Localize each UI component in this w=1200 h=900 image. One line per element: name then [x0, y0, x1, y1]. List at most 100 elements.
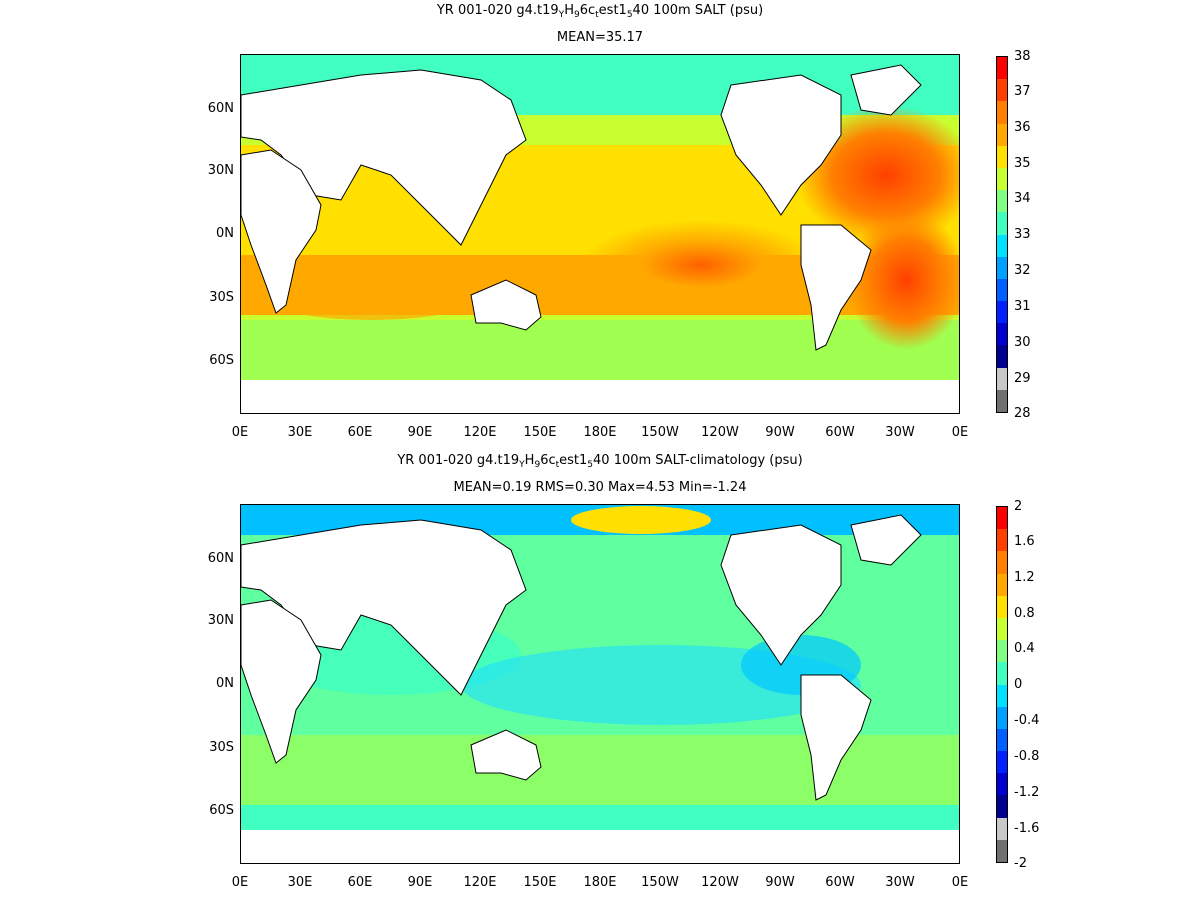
colorbar-segment [997, 190, 1007, 213]
lon-label: 90W [765, 875, 795, 890]
lon-label: 30E [287, 875, 313, 890]
colorbar-label: 0 [1014, 677, 1023, 692]
colorbar-label: 31 [1014, 299, 1031, 314]
lon-label: 30W [885, 425, 915, 440]
colorbar-label: 35 [1014, 156, 1031, 171]
lon-label: 30W [885, 875, 915, 890]
colorbar-segment [997, 234, 1007, 257]
colorbar-label: 36 [1014, 120, 1031, 135]
lon-label: 60E [347, 875, 373, 890]
colorbar-label: 29 [1014, 371, 1031, 386]
lon-label: 60E [347, 425, 373, 440]
colorbar-label: 34 [1014, 191, 1031, 206]
colorbar-label: 37 [1014, 84, 1031, 99]
colorbar-label: 0.8 [1014, 606, 1035, 621]
lon-label: 90W [765, 425, 795, 440]
lat-label: 30S [209, 290, 234, 305]
colorbar-segment [997, 507, 1007, 530]
colorbar-segment [997, 167, 1007, 191]
colorbar-label: 33 [1014, 227, 1031, 242]
colorbar-segment [997, 79, 1007, 102]
colorbar [996, 506, 1008, 863]
colorbar-segment [997, 256, 1007, 279]
lat-label: 60N [207, 101, 234, 116]
lat-label: 0N [216, 226, 234, 241]
colorbar-segment [997, 278, 1007, 302]
colorbar-label: 38 [1014, 49, 1031, 64]
lon-label: 0E [951, 875, 969, 890]
colorbar-label: 30 [1014, 335, 1031, 350]
lon-label: 30E [287, 425, 313, 440]
anomaly-map [240, 504, 960, 864]
lon-label: 90E [407, 425, 433, 440]
salinity-panel: YR 001-020 g4.t19YH96ctest1540 100m SALT… [207, 3, 1031, 440]
colorbar-segment [997, 706, 1007, 729]
lon-label: 120E [463, 425, 497, 440]
colorbar-segment [997, 662, 1007, 685]
lat-label: 30N [207, 613, 234, 628]
colorbar-segment [997, 345, 1007, 368]
colorbar-segment [997, 617, 1007, 641]
colorbar-label: 1.6 [1014, 534, 1035, 549]
lon-label: 120W [701, 875, 739, 890]
lat-label: 60S [209, 353, 234, 368]
salinity-anomaly-panel: YR 001-020 g4.t19YH96ctest1540 100m SALT… [0, 450, 1200, 900]
colorbar-segment [997, 389, 1007, 412]
lat-label: 0N [216, 676, 234, 691]
lon-label: 120E [463, 875, 497, 890]
colorbar-segment [997, 595, 1007, 618]
lon-label: 180E [583, 425, 617, 440]
colorbar-segment [997, 323, 1007, 346]
colorbar-segment [997, 795, 1007, 818]
colorbar-segment [997, 551, 1007, 574]
panel-stats: MEAN=35.17 [556, 30, 644, 45]
colorbar-segment [997, 145, 1007, 168]
lat-label: 30S [209, 740, 234, 755]
colorbar [996, 56, 1008, 413]
colorbar-segment [997, 123, 1007, 146]
lon-label: 150W [641, 425, 679, 440]
lat-label: 60N [207, 551, 234, 566]
lon-label: 90E [407, 875, 433, 890]
lon-label: 150E [523, 425, 557, 440]
lon-label: 180E [583, 875, 617, 890]
colorbar-label: -2 [1014, 856, 1027, 871]
lon-label: 0E [951, 425, 969, 440]
colorbar-label: -0.4 [1014, 713, 1040, 728]
lon-label: 0E [231, 875, 249, 890]
salinity-map [240, 54, 960, 414]
lat-label: 60S [209, 803, 234, 818]
lat-label: 30N [207, 163, 234, 178]
lon-label: 150E [523, 875, 557, 890]
colorbar-segment [997, 212, 1007, 235]
colorbar-segment [997, 684, 1007, 707]
lon-label: 120W [701, 425, 739, 440]
colorbar-segment [997, 101, 1007, 124]
colorbar-segment [997, 57, 1007, 80]
colorbar-label: 32 [1014, 263, 1031, 278]
lon-label: 60W [825, 425, 855, 440]
colorbar-label: 0.4 [1014, 641, 1035, 656]
panel-title: YR 001-020 g4.t19YH96ctest1540 100m SALT… [397, 453, 803, 470]
colorbar-segment [997, 640, 1007, 663]
colorbar-segment [997, 728, 1007, 752]
colorbar-label: -0.8 [1014, 749, 1040, 764]
lon-label: 60W [825, 875, 855, 890]
colorbar-label: 2 [1014, 499, 1023, 514]
colorbar-label: -1.6 [1014, 821, 1040, 836]
colorbar-segment [997, 301, 1007, 324]
colorbar-label: 28 [1014, 406, 1031, 421]
lon-label: 150W [641, 875, 679, 890]
lon-label: 0E [231, 425, 249, 440]
colorbar-segment [997, 367, 1007, 390]
colorbar-segment [997, 839, 1007, 862]
colorbar-segment [997, 773, 1007, 796]
panel-stats: MEAN=0.19 RMS=0.30 Max=4.53 Min=-1.24 [453, 480, 747, 495]
colorbar-segment [997, 529, 1007, 552]
colorbar-segment [997, 751, 1007, 774]
colorbar-segment [997, 817, 1007, 840]
colorbar-segment [997, 573, 1007, 596]
colorbar-label: -1.2 [1014, 785, 1040, 800]
panel-title: YR 001-020 g4.t19YH96ctest1540 100m SALT… [436, 3, 764, 20]
colorbar-label: 1.2 [1014, 570, 1035, 585]
